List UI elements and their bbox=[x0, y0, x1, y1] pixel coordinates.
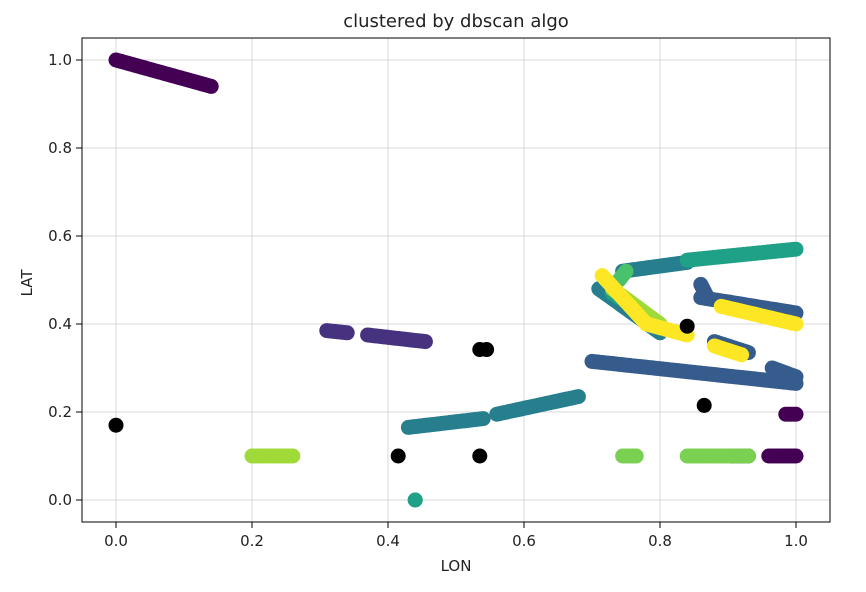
x-tick-label: 0.0 bbox=[104, 532, 128, 550]
data-point-cluster-4 bbox=[407, 492, 423, 508]
chart-title: clustered by dbscan algo bbox=[343, 11, 569, 32]
data-point-cluster-1 bbox=[339, 325, 355, 341]
data-point-cluster-6 bbox=[628, 448, 644, 464]
data-point-cluster-6 bbox=[740, 448, 756, 464]
y-tick-label: 0.4 bbox=[48, 315, 72, 333]
y-axis-label: LAT bbox=[18, 269, 36, 297]
data-point-cluster-4 bbox=[788, 241, 804, 257]
data-point-cluster-8 bbox=[788, 316, 804, 332]
x-tick-label: 0.6 bbox=[512, 532, 536, 550]
data-points bbox=[108, 52, 804, 508]
axis-ticks: 0.0 0.2 0.4 0.6 0.8 1.0 0.0 0.2 0.4 0.6 0.8 1.0 bbox=[48, 51, 808, 550]
grid bbox=[82, 38, 830, 522]
data-point-cluster-8 bbox=[734, 347, 750, 363]
noise-point bbox=[108, 417, 124, 433]
data-point-cluster-3 bbox=[570, 389, 586, 405]
x-tick-label: 0.4 bbox=[376, 532, 400, 550]
data-point-cluster-0 bbox=[203, 78, 219, 94]
data-point-cluster-0 bbox=[788, 448, 804, 464]
data-point-cluster-3 bbox=[475, 411, 491, 427]
x-tick-label: 0.8 bbox=[648, 532, 672, 550]
y-tick-label: 1.0 bbox=[48, 51, 72, 69]
y-tick-label: 0.8 bbox=[48, 139, 72, 157]
data-point-cluster-5 bbox=[618, 263, 634, 279]
y-tick-label: 0.6 bbox=[48, 227, 72, 245]
noise-point bbox=[479, 342, 495, 358]
data-point-cluster-0 bbox=[788, 406, 804, 422]
y-tick-label: 0.0 bbox=[48, 491, 72, 509]
data-point-cluster-1 bbox=[417, 334, 433, 350]
noise-point bbox=[696, 397, 712, 413]
plot-area bbox=[81, 37, 831, 523]
x-tick-label: 0.2 bbox=[240, 532, 264, 550]
x-tick-label: 1.0 bbox=[784, 532, 808, 550]
noise-point bbox=[472, 448, 488, 464]
noise-point bbox=[390, 448, 406, 464]
noise-points bbox=[108, 318, 712, 464]
data-point-cluster-7 bbox=[285, 448, 301, 464]
noise-point bbox=[679, 318, 695, 334]
x-axis-label: LON bbox=[441, 557, 472, 575]
y-tick-label: 0.2 bbox=[48, 403, 72, 421]
data-point-cluster-2 bbox=[788, 369, 804, 385]
